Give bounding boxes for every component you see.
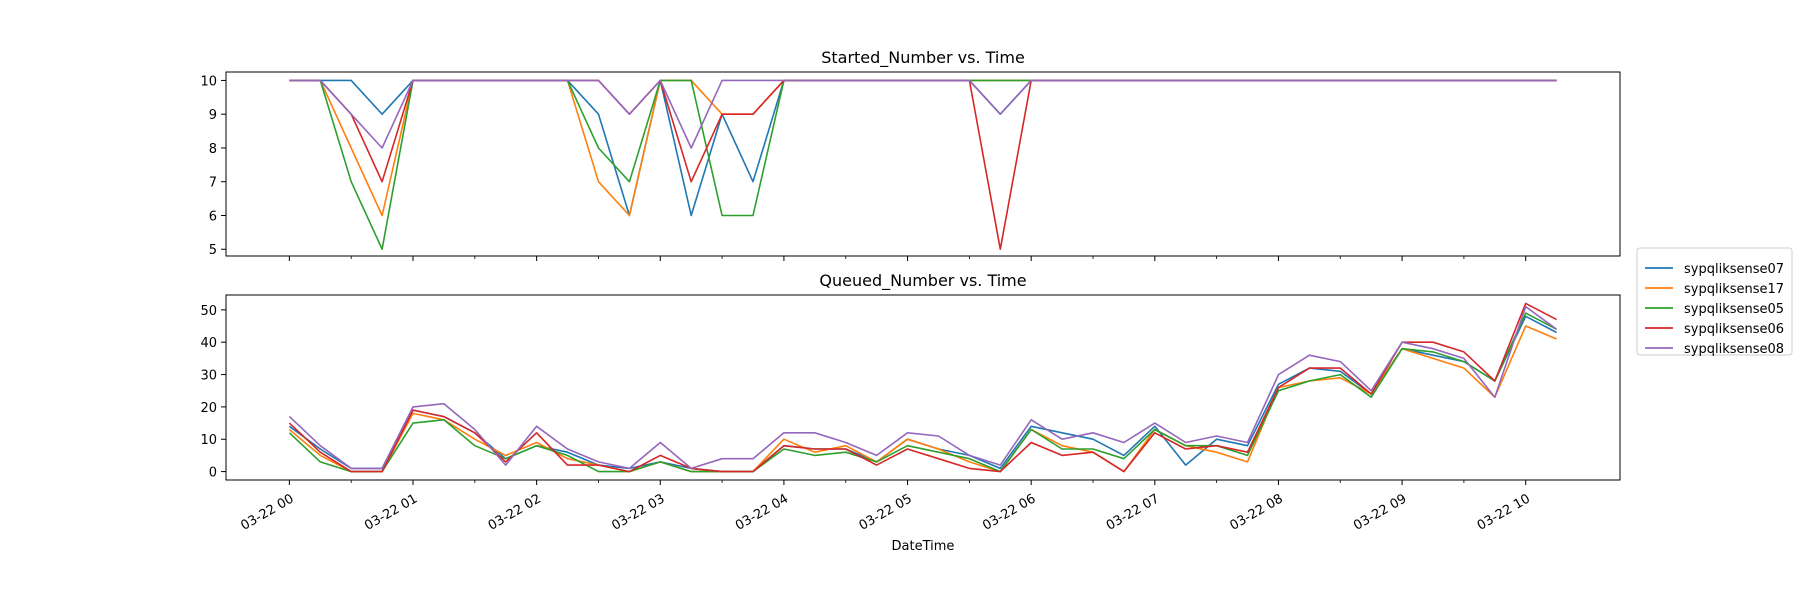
chart-title: Queued_Number vs. Time <box>819 271 1026 291</box>
series-lines <box>289 79 1557 250</box>
plot-frame <box>225 294 1621 481</box>
y-tick-label: 50 <box>200 304 217 319</box>
legend-box <box>1636 247 1793 356</box>
legend-label: sypqliksense06 <box>1684 322 1784 337</box>
x-axis-label: DateTime <box>892 539 955 554</box>
y-tick-label: 10 <box>200 433 217 448</box>
chart-title: Started_Number vs. Time <box>821 48 1025 68</box>
y-tick-label: 5 <box>209 243 217 258</box>
legend-label: sypqliksense17 <box>1684 282 1784 297</box>
started-number-chart: Started_Number vs. Time 5 6 7 8 9 10 <box>200 48 1621 261</box>
legend: sypqliksense07 sypqliksense17 sypqliksense… <box>1636 247 1793 357</box>
series-line-sypqliksense08 <box>289 79 1557 149</box>
plot-frame <box>225 71 1621 257</box>
series-line-sypqliksense17 <box>288 325 1557 473</box>
y-tick-label: 30 <box>200 369 217 384</box>
legend-label: sypqliksense05 <box>1684 302 1784 317</box>
y-tick-label: 20 <box>200 401 217 416</box>
series-line-sypqliksense06 <box>288 302 1557 473</box>
series-line-sypqliksense08 <box>288 305 1558 470</box>
y-axis: 0 10 20 30 40 50 <box>200 304 226 481</box>
legend-items: sypqliksense07 sypqliksense17 sypqliksense… <box>1645 262 1784 357</box>
y-tick-label: 6 <box>209 209 217 224</box>
series-lines <box>288 302 1558 473</box>
y-tick-label: 9 <box>209 108 217 123</box>
legend-label: sypqliksense07 <box>1684 262 1784 277</box>
y-tick-label: 7 <box>209 176 217 191</box>
legend-label: sypqliksense08 <box>1684 342 1784 357</box>
y-axis: 5 6 7 8 9 10 <box>200 74 226 258</box>
y-tick-label: 40 <box>200 336 217 351</box>
y-tick-label: 10 <box>200 74 217 89</box>
y-tick-label: 0 <box>209 466 217 481</box>
y-tick-label: 8 <box>209 142 217 157</box>
